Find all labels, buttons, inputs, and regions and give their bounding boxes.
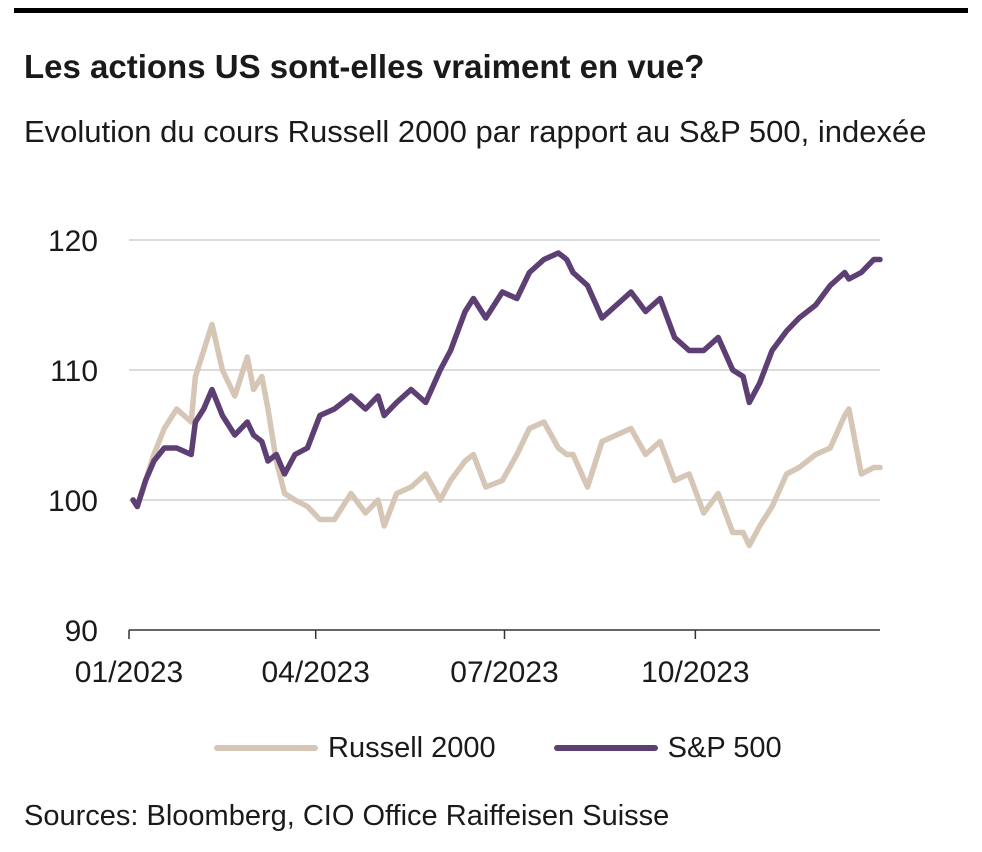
chart-title: Les actions US sont-elles vraiment en vu…	[24, 48, 705, 85]
y-tick-label: 90	[65, 615, 98, 648]
grid-layer	[129, 239, 880, 501]
y-tick-label: 110	[50, 355, 98, 388]
legend-item-sp500: S&P 500	[553, 731, 782, 765]
legend-label-russell: Russell 2000	[328, 731, 496, 764]
source-note: Sources: Bloomberg, CIO Office Raiffeise…	[24, 800, 670, 832]
legend: Russell 2000 S&P 500	[214, 728, 840, 768]
series-line-sp-500	[130, 250, 883, 510]
legend-item-russell: Russell 2000	[214, 732, 496, 765]
y-tick-label: 100	[48, 485, 98, 518]
legend-swatch-sp500	[553, 745, 658, 751]
legend-label-sp500: S&P 500	[667, 731, 782, 764]
x-tick-label: 10/2023	[641, 656, 749, 689]
y-tick-label: 120	[48, 225, 98, 258]
axis-layer: 90 100 110 120 01/2023 04/2023 07/2023 10/2023	[48, 225, 880, 689]
series-layer	[130, 250, 883, 549]
legend-swatch-russell	[214, 745, 318, 751]
series-line-russell-2000	[130, 321, 883, 549]
top-rule	[14, 8, 968, 13]
chart-subtitle: Evolution du cours Russell 2000 par rapp…	[24, 114, 927, 149]
x-tick-label: 07/2023	[450, 656, 558, 689]
x-tick-label: 01/2023	[75, 656, 183, 689]
x-tick-label: 04/2023	[261, 656, 369, 689]
